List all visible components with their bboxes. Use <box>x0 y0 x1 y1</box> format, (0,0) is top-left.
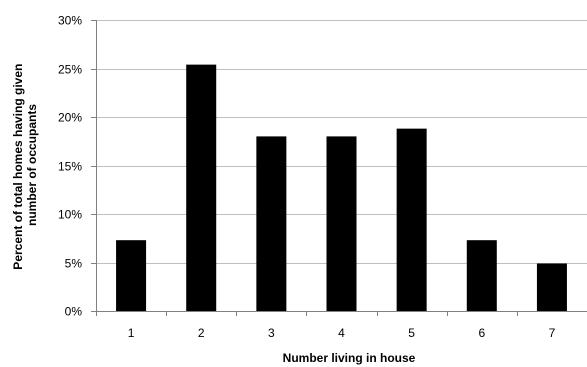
bar-7 <box>536 263 567 311</box>
x-tick-label: 4 <box>338 326 345 340</box>
x-axis-ticks: 1 2 3 4 5 6 7 <box>96 311 556 340</box>
y-tick-label: 20% <box>58 111 82 125</box>
x-tick-label: 7 <box>549 326 556 340</box>
x-tick-label: 3 <box>268 326 275 340</box>
y-axis-title-line-1: Percent of total homes having given <box>11 64 25 270</box>
y-tick-label: 0% <box>65 305 83 319</box>
x-tick-label: 1 <box>128 326 135 340</box>
bar-6 <box>466 240 497 311</box>
x-tick-label: 6 <box>478 326 485 340</box>
bar-5 <box>396 128 427 311</box>
bars <box>116 64 567 312</box>
bar-1 <box>116 240 147 311</box>
y-axis-title-line-2: number of occupants <box>25 104 39 226</box>
x-tick-label: 5 <box>408 326 415 340</box>
y-tick-label: 10% <box>58 208 82 222</box>
x-axis-title: Number living in house <box>283 351 416 365</box>
bar-4 <box>326 136 357 311</box>
y-tick-label: 30% <box>58 14 82 28</box>
y-axis-title: Percent of total homes having given numb… <box>11 60 39 269</box>
y-tick-label: 25% <box>58 63 82 77</box>
y-tick-label: 15% <box>58 160 82 174</box>
x-tick-label: 2 <box>198 326 205 340</box>
y-axis-ticks: 0% 5% 10% 15% 20% 25% 30% <box>58 14 97 319</box>
bar-2 <box>186 64 217 312</box>
bar-3 <box>256 136 287 311</box>
y-tick-label: 5% <box>65 257 83 271</box>
